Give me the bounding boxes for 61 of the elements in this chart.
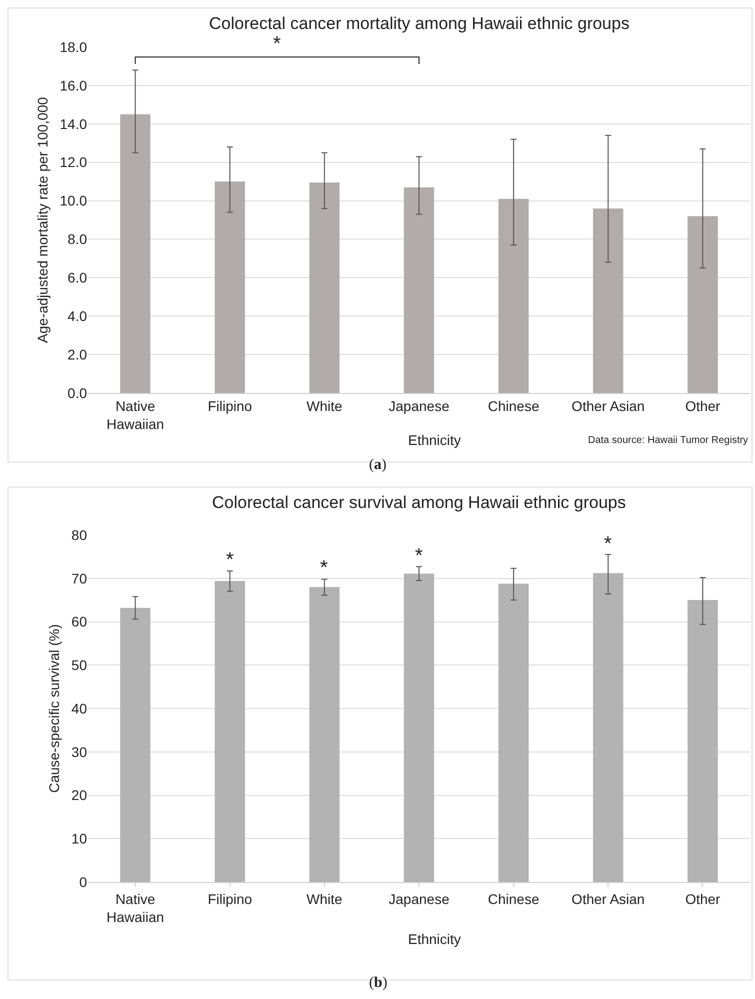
y-tick-label: 6.0 — [68, 270, 88, 286]
x-tick-label: Filipino — [208, 398, 252, 414]
annotation: * — [415, 545, 423, 567]
x-tick-label: Filipino — [208, 890, 252, 907]
x-tick-label: Other — [685, 890, 721, 907]
annotation: * — [226, 549, 234, 571]
y-tick-label: 10 — [71, 830, 88, 847]
bar — [309, 587, 340, 882]
y-tick-label: 12.0 — [60, 154, 88, 170]
y-tick-label: 30 — [71, 744, 88, 760]
y-tick-label: 70 — [71, 570, 88, 586]
y-axis-title: Cause-specific survival (%) — [46, 624, 62, 793]
bar — [214, 182, 245, 393]
x-tick-label: Chinese — [488, 398, 540, 414]
y-tick-label: 80 — [71, 526, 88, 543]
x-tick-label: Other — [685, 398, 721, 414]
annotation: * — [320, 557, 328, 579]
chart-title: Colorectal cancer survival among Hawaii ethnic groups — [212, 493, 626, 512]
x-tick-label: Japanese — [388, 890, 450, 907]
x-tick-label: Chinese — [488, 890, 540, 907]
y-tick-label: 16.0 — [60, 77, 88, 94]
chart-title: Colorectal cancer mortality among Hawaii ethnic groups — [209, 14, 630, 33]
y-tick-label: 8.0 — [68, 231, 88, 248]
bar — [688, 600, 718, 882]
x-tick-label: Native Hawaiian — [106, 398, 164, 432]
annotation: * — [604, 533, 612, 555]
x-tick-label: Other Asian — [572, 398, 645, 414]
y-axis-title: Age-adjusted mortality rate per 100,000 — [34, 96, 50, 343]
bar — [120, 114, 150, 393]
y-tick-label: 0 — [79, 874, 88, 890]
text: (b) — [369, 975, 388, 991]
text: (a) — [369, 457, 386, 473]
y-tick-label: 4.0 — [68, 308, 88, 324]
x-tick-label: White — [306, 890, 343, 907]
y-tick-label: 0.0 — [68, 384, 88, 401]
source-note: Data source: Hawaii Tumor Registry — [588, 435, 748, 446]
y-tick-label: 40 — [71, 700, 88, 716]
y-tick-label: 20 — [71, 787, 88, 804]
y-tick-label: 14.0 — [60, 116, 88, 132]
x-tick-label: Native Hawaiian — [106, 890, 164, 925]
x-axis-title: Ethnicity — [408, 931, 461, 947]
bar — [120, 608, 150, 882]
bar — [498, 198, 529, 393]
annotation: * — [273, 33, 281, 55]
bar — [593, 208, 624, 393]
bar — [404, 574, 434, 882]
bar — [309, 182, 340, 393]
bar — [688, 216, 718, 393]
y-tick-label: 60 — [71, 614, 88, 630]
y-tick-label: 10.0 — [60, 192, 88, 209]
x-tick-label: Other Asian — [572, 890, 645, 907]
x-tick-label: White — [306, 398, 343, 414]
bar — [404, 187, 434, 393]
y-tick-label: 50 — [71, 657, 88, 674]
bar — [498, 584, 529, 882]
x-tick-label: Japanese — [388, 398, 450, 414]
y-tick-label: 2.0 — [68, 346, 88, 362]
y-tick-label: 18.0 — [60, 38, 88, 55]
bar — [214, 580, 245, 882]
bar — [593, 573, 624, 882]
x-axis-title: Ethnicity — [408, 432, 461, 448]
